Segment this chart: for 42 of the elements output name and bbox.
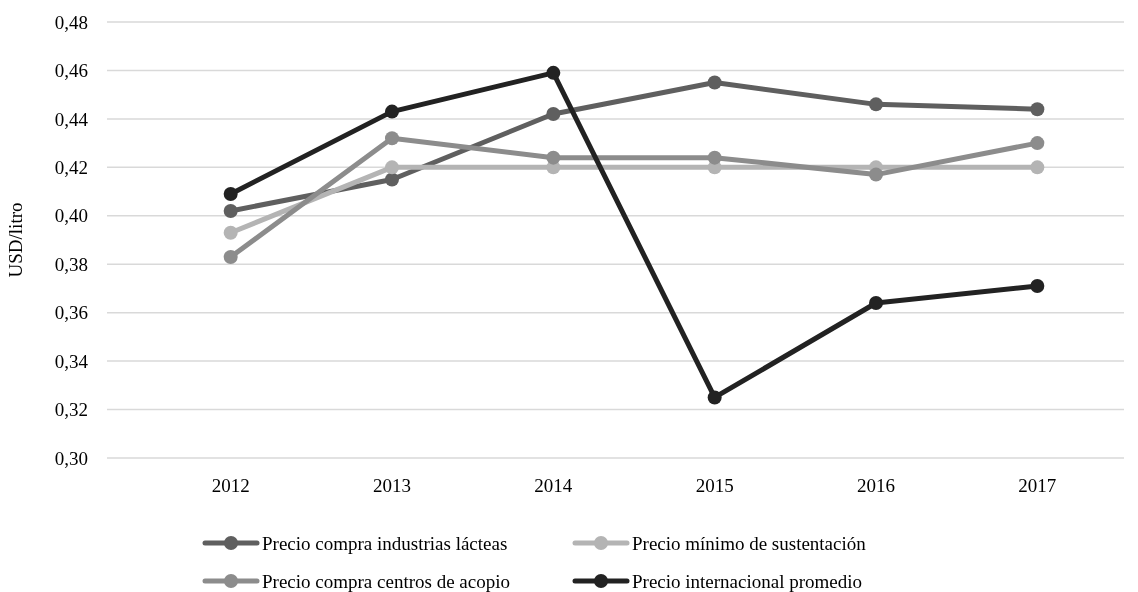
legend-label: Precio internacional promedio xyxy=(632,570,863,592)
point xyxy=(1030,160,1045,175)
point xyxy=(546,107,561,122)
y-tick-label: 0,42 xyxy=(54,156,88,178)
y-tick-label: 0,36 xyxy=(54,302,88,324)
point xyxy=(869,97,883,112)
y-tick-label: 0,46 xyxy=(54,60,88,82)
point xyxy=(707,150,722,165)
y-tick-label: 0,38 xyxy=(54,253,88,275)
legend-label: Precio compra centros de acopio xyxy=(262,570,510,592)
point xyxy=(223,186,238,201)
point xyxy=(223,225,238,240)
legend-label: Precio mínimo de sustentación xyxy=(632,532,867,554)
point xyxy=(385,160,399,175)
legend-label: Precio compra industrias lácteas xyxy=(262,532,508,554)
point xyxy=(707,390,722,405)
point xyxy=(869,295,883,310)
point xyxy=(1030,279,1045,294)
point xyxy=(223,249,238,264)
point xyxy=(1030,102,1045,117)
point xyxy=(546,65,561,80)
y-tick-label: 0,40 xyxy=(54,205,88,227)
point xyxy=(546,150,561,165)
x-tick-label: 2016 xyxy=(857,475,895,496)
y-axis-title: USD/litro xyxy=(5,202,26,278)
x-tick-label: 2014 xyxy=(534,475,573,496)
x-tick-label: 2017 xyxy=(1018,475,1057,496)
point xyxy=(869,167,883,182)
x-tick-label: 2012 xyxy=(211,475,250,496)
y-tick-label: 0,34 xyxy=(54,350,89,372)
point xyxy=(1030,136,1045,151)
y-tick-label: 0,32 xyxy=(54,399,88,421)
x-tick-label: 2013 xyxy=(373,475,411,496)
point xyxy=(385,131,399,146)
point xyxy=(223,203,238,218)
y-tick-label: 0,44 xyxy=(54,108,89,130)
point xyxy=(707,75,722,90)
y-tick-label: 0,30 xyxy=(54,447,88,469)
x-tick-label: 2015 xyxy=(695,475,734,496)
point xyxy=(385,104,399,119)
point xyxy=(385,172,399,187)
y-tick-label: 0,48 xyxy=(54,11,88,33)
